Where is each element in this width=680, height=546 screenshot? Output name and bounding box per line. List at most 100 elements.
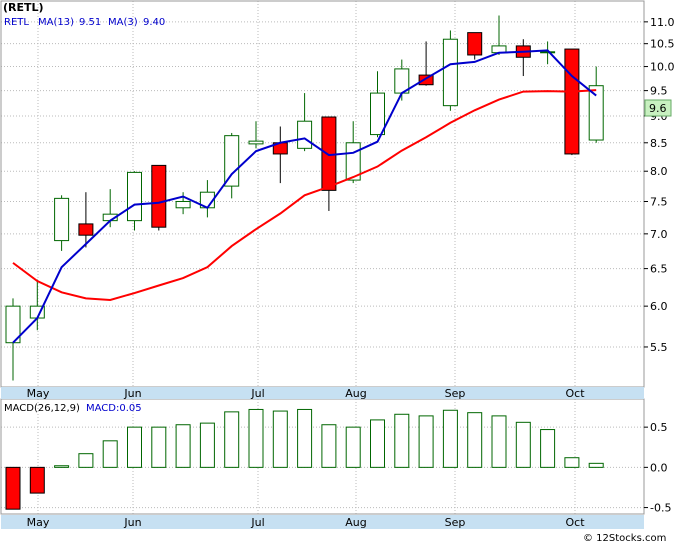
price-month-labels: May Jun Jul Aug Sep Oct xyxy=(27,387,586,400)
candle xyxy=(321,116,337,211)
macd-bar xyxy=(564,457,580,468)
macd-bar xyxy=(151,426,167,468)
legend-ma3-value: 9.40 xyxy=(143,17,165,28)
candle xyxy=(5,298,21,381)
macd-bar xyxy=(297,408,313,468)
legend-ma13-value: 9.51 xyxy=(79,17,101,28)
last-price-marker: 9.6 xyxy=(644,99,672,117)
candle-body xyxy=(224,135,240,187)
candle-body xyxy=(78,223,94,236)
macd-month-label: Sep xyxy=(445,516,466,529)
candle xyxy=(540,41,556,65)
candle-body xyxy=(442,38,458,107)
macd-bar xyxy=(5,466,21,510)
macd-bar xyxy=(78,453,94,468)
ma13-line xyxy=(12,89,597,301)
macd-month-label: Jul xyxy=(250,516,264,529)
price-tick-label: 10.0 xyxy=(650,61,675,74)
macd-bar xyxy=(175,424,191,468)
candle-body xyxy=(540,51,556,54)
price-month-label: Aug xyxy=(345,387,366,400)
macd-tick-label: 0.5 xyxy=(650,421,668,434)
copyright-text: © 12Stocks.com xyxy=(583,533,666,544)
price-tick-label: 8.5 xyxy=(650,137,668,150)
price-month-label: Sep xyxy=(445,387,466,400)
price-tick-label: 5.5 xyxy=(650,341,668,354)
candle xyxy=(224,132,240,199)
price-tick-label: 7.5 xyxy=(650,195,668,208)
macd-bar xyxy=(224,411,240,468)
candle xyxy=(515,39,531,77)
macd-bar xyxy=(127,426,142,468)
candle-body xyxy=(175,200,191,209)
candle-body xyxy=(54,197,70,242)
price-tick-label: 7.0 xyxy=(650,228,668,241)
candle xyxy=(370,71,385,138)
moving-average-lines xyxy=(12,49,597,344)
macd-bars xyxy=(5,408,604,510)
price-month-label: May xyxy=(27,387,50,400)
macd-legend: MACD(26,12,9) MACD:0.05 xyxy=(4,403,142,414)
candle-body xyxy=(370,92,385,136)
macd-bar xyxy=(491,415,507,468)
candle-body xyxy=(248,140,264,145)
price-tick-label: 9.5 xyxy=(650,85,668,98)
macd-month-label: May xyxy=(27,516,50,529)
candle-body xyxy=(151,164,167,228)
candle xyxy=(588,66,604,143)
candle xyxy=(491,15,507,55)
candle xyxy=(248,121,264,149)
legend-symbol: RETL xyxy=(4,17,29,28)
macd-value-label: MACD:0.05 xyxy=(86,403,142,414)
macd-bar xyxy=(418,415,434,468)
price-y-axis: 11.010.510.09.59.08.58.07.57.06.56.05.5 xyxy=(644,16,675,354)
candle-body xyxy=(588,85,604,141)
legend-ma13-label: MA(13) xyxy=(38,17,74,28)
macd-bar xyxy=(54,465,70,468)
candle xyxy=(272,126,288,184)
price-tick-label: 6.0 xyxy=(650,300,668,313)
macd-bar xyxy=(370,419,385,468)
last-price-label: 9.6 xyxy=(649,102,667,115)
ma3-line xyxy=(12,49,597,344)
macd-month-label: Oct xyxy=(565,516,585,529)
price-month-label: Jun xyxy=(123,387,141,400)
macd-y-axis: 0.5 0.0 -0.5 xyxy=(644,421,671,515)
price-tick-label: 10.5 xyxy=(650,38,675,51)
candle xyxy=(127,171,142,231)
macd-month-label: Jun xyxy=(123,516,141,529)
price-month-axis xyxy=(1,387,644,399)
macd-month-axis xyxy=(1,515,644,529)
price-tick-label: 11.0 xyxy=(650,16,675,29)
price-tick-label: 8.0 xyxy=(650,165,668,178)
macd-month-labels: May Jun Jul Aug Sep Oct xyxy=(27,516,586,529)
candle xyxy=(151,164,167,231)
candle-body xyxy=(297,120,313,149)
macd-bar xyxy=(29,466,45,494)
candle-body xyxy=(418,74,434,86)
candle xyxy=(564,48,580,156)
candle xyxy=(54,195,70,251)
candle xyxy=(442,30,458,111)
price-month-label: Oct xyxy=(565,387,585,400)
macd-month-label: Aug xyxy=(345,516,366,529)
macd-bar xyxy=(345,426,361,468)
macd-bar xyxy=(321,424,337,468)
candle xyxy=(467,32,483,60)
candle-body xyxy=(467,32,483,56)
macd-bar xyxy=(588,462,604,468)
price-candles xyxy=(5,15,604,381)
macd-tick-label: 0.0 xyxy=(650,461,668,474)
macd-bar xyxy=(442,409,458,468)
macd-bar xyxy=(248,408,264,468)
macd-bar xyxy=(199,422,215,468)
macd-bar xyxy=(394,413,410,468)
candle xyxy=(199,180,215,218)
candle-body xyxy=(564,48,580,155)
macd-bar xyxy=(515,421,531,468)
chart-title: (RETL) xyxy=(3,1,44,14)
candle-body xyxy=(127,171,142,222)
price-tick-label: 6.5 xyxy=(650,263,668,276)
macd-tick-label: -0.5 xyxy=(650,502,671,515)
